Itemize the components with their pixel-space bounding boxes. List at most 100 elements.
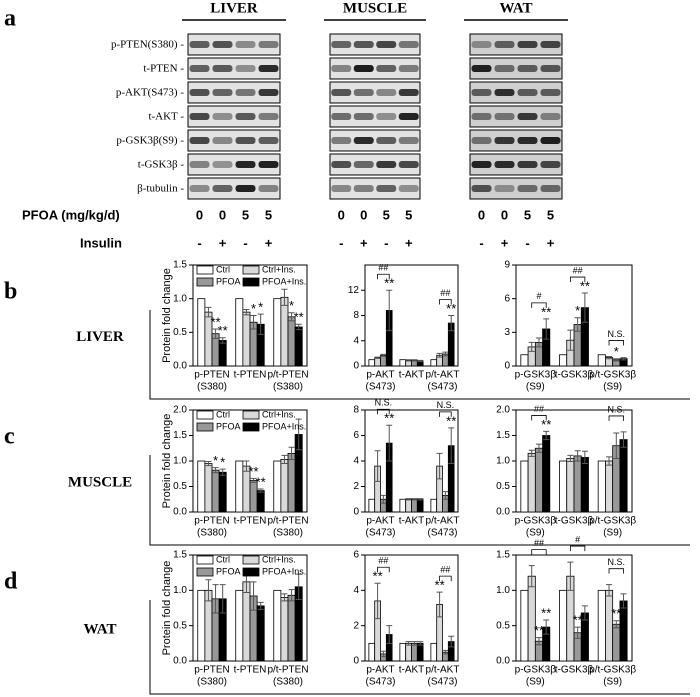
bar: [273, 589, 282, 662]
bar: [280, 459, 289, 513]
blot-box: [329, 33, 421, 56]
comparison-bracket: [377, 273, 390, 280]
y-tick-label: 0: [353, 656, 359, 667]
bar: [559, 589, 568, 662]
blot-band: [517, 65, 538, 72]
x-tick-label: (S380): [197, 528, 227, 539]
significance-mark: *: [220, 455, 225, 470]
error-bar: [288, 446, 295, 460]
y-tick-label: 0.0: [173, 656, 187, 667]
x-tick-label: t-GSK3β: [555, 665, 594, 676]
blot-band: [471, 41, 492, 48]
x-tick-label: t-AKT: [399, 516, 425, 527]
comparison-label: N.S.: [437, 400, 455, 410]
y-tick-label: 1.0: [496, 456, 510, 467]
error-bar: [243, 460, 250, 472]
blot-band: [212, 65, 233, 72]
blot-box: [329, 57, 421, 80]
blot-band: [376, 185, 397, 192]
y-tick-label: 0.5: [173, 327, 187, 338]
bar: [566, 458, 575, 513]
error-bar: [386, 289, 393, 332]
y-axis-label: Protein fold change: [161, 268, 173, 363]
legend-label: Ctrl: [216, 264, 230, 274]
bar: [235, 589, 244, 662]
error-bar: [567, 329, 574, 351]
blot-band: [235, 137, 256, 144]
significance-mark: **: [249, 464, 259, 479]
blot-band: [212, 161, 233, 168]
pfoa-dose: 0: [478, 207, 485, 222]
blot-band: [353, 41, 374, 48]
x-tick-label: (S473): [365, 528, 395, 539]
y-tick-label: 6: [353, 430, 359, 441]
blot-band: [235, 41, 256, 48]
legend-label: PFOA: [216, 276, 241, 286]
bar: [597, 354, 606, 367]
error-bar: [380, 494, 387, 504]
x-tick-label: (S9): [603, 677, 622, 688]
x-tick-label: (S380): [273, 528, 303, 539]
y-tick-label: 0: [504, 361, 510, 372]
legend-swatch: [242, 410, 260, 420]
significance-mark: *: [614, 344, 619, 359]
pfoa-dose: 0: [219, 207, 226, 222]
blot-band: [189, 161, 210, 168]
insulin-sign: -: [339, 235, 343, 250]
blot-box: [329, 81, 421, 104]
x-tick-label: p/t-GSK3β: [589, 370, 636, 381]
blot-band: [540, 89, 561, 96]
error-bar: [374, 582, 381, 620]
pfoa-label: PFOA (mg/kg/d): [22, 207, 120, 222]
error-bar: [448, 635, 455, 648]
blot-band: [353, 161, 374, 168]
error-bar: [212, 467, 219, 474]
bar: [573, 455, 582, 513]
bar: [287, 452, 296, 513]
significance-mark: **: [580, 278, 590, 293]
y-tick-label: 0.0: [173, 361, 187, 372]
blot-band: [189, 89, 210, 96]
x-tick-label: t-PTEN: [234, 665, 267, 676]
blot-band: [376, 65, 397, 72]
y-tick-label: 0.0: [496, 656, 510, 667]
bar: [597, 589, 606, 662]
error-bar: [257, 488, 264, 493]
bar: [399, 359, 407, 367]
bar: [430, 642, 438, 662]
comparison-bracket: [569, 545, 586, 552]
y-tick-label: 1.0: [173, 585, 187, 596]
bar: [211, 469, 220, 513]
y-tick-label: 2: [353, 481, 359, 492]
panel-letter: c: [4, 424, 15, 450]
error-bar: [535, 637, 542, 646]
error-bar: [567, 561, 574, 591]
significance-mark: **: [373, 569, 383, 584]
blot-band: [398, 185, 419, 192]
blot-band: [471, 161, 492, 168]
legend-label: PFOA: [216, 421, 241, 431]
error-bar: [386, 625, 393, 644]
error-bar: [417, 359, 424, 363]
blot-band: [331, 185, 352, 192]
blot-band: [376, 137, 397, 144]
error-bar: [205, 461, 212, 467]
error-bar: [535, 337, 542, 348]
x-tick-label: p-PTEN: [194, 516, 230, 527]
y-tick-label: 9: [504, 260, 510, 271]
error-bar: [448, 427, 455, 465]
y-tick-label: 0.5: [496, 620, 510, 631]
blot-row-label: t-PTEN -: [143, 63, 184, 75]
tissue-label: WAT: [83, 621, 116, 637]
blot-band: [517, 161, 538, 168]
error-bar: [374, 356, 381, 359]
comparison-label: N.S.: [608, 404, 626, 414]
bar: [605, 589, 614, 662]
blot-band: [258, 185, 279, 192]
blot-band: [212, 137, 233, 144]
y-tick-label: 0.0: [173, 507, 187, 518]
x-tick-label: (S380): [273, 677, 303, 688]
blot-band: [376, 89, 397, 96]
error-bar: [257, 313, 264, 335]
x-tick-label: p-AKT: [366, 665, 394, 676]
